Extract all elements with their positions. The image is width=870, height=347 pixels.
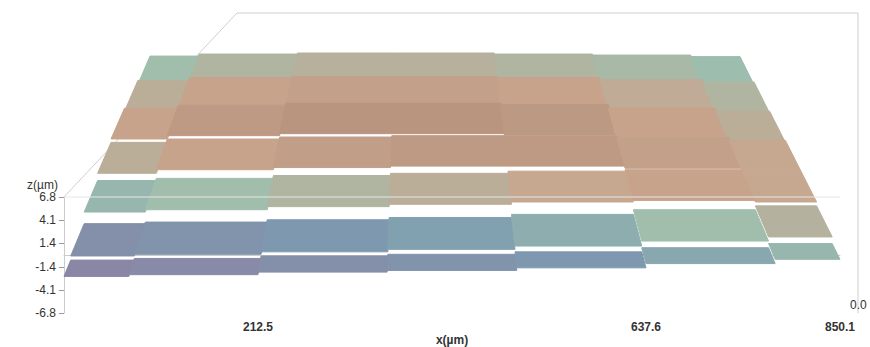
svg-text:637.6: 637.6: [631, 320, 661, 334]
svg-text:-6.8: -6.8: [35, 306, 56, 320]
svg-text:4.1: 4.1: [39, 213, 56, 227]
svg-text:850.1: 850.1: [825, 320, 855, 334]
svg-text:-4.1: -4.1: [35, 283, 56, 297]
svg-text:212.5: 212.5: [243, 320, 273, 334]
svg-text:x(µm): x(µm): [436, 333, 468, 347]
svg-text:6.8: 6.8: [39, 190, 56, 204]
svg-text:-1.4: -1.4: [35, 260, 56, 274]
svg-text:1.4: 1.4: [39, 236, 56, 250]
svg-text:0.0: 0.0: [850, 298, 867, 312]
svg-text:z(µm): z(µm): [27, 178, 58, 192]
